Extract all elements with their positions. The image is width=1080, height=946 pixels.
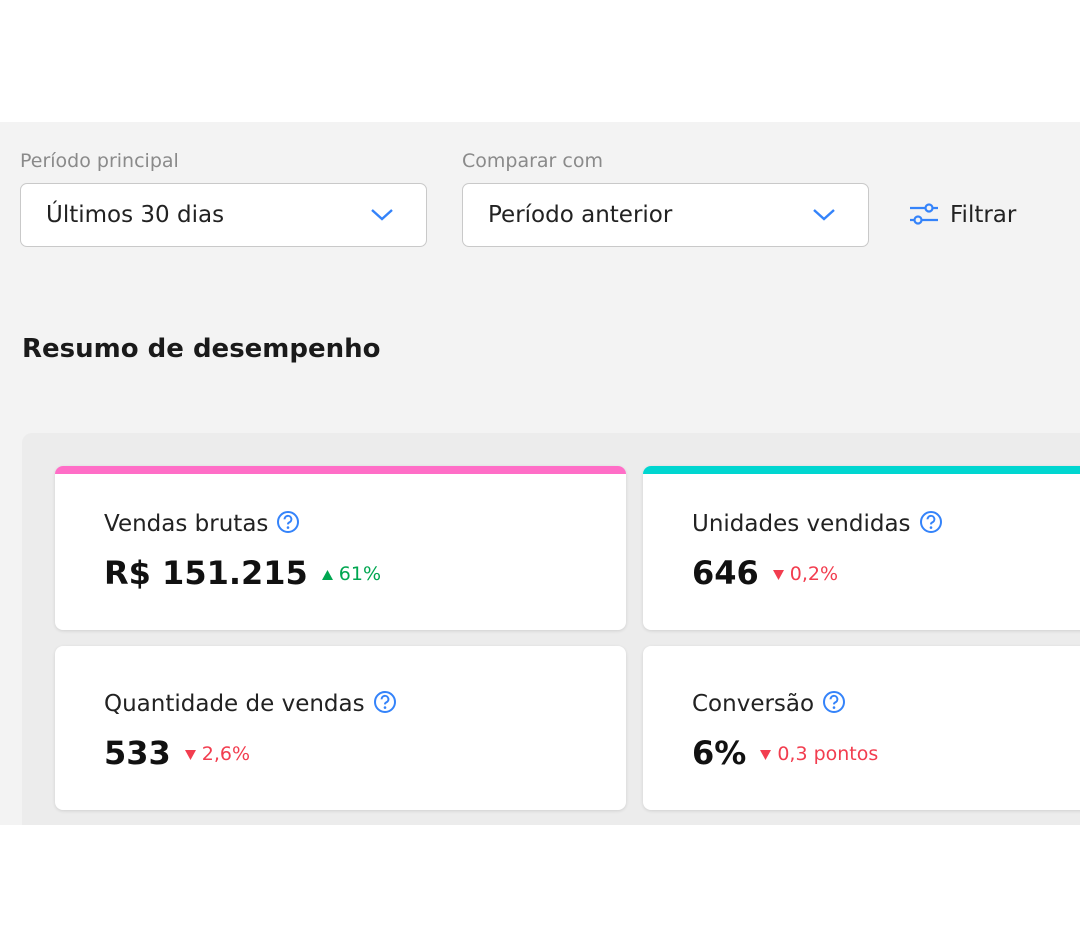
card-value-row: 533 2,6% (104, 734, 250, 772)
card-title-row: Quantidade de vendas (104, 690, 397, 717)
help-icon[interactable] (919, 510, 943, 534)
dropdown[interactable]: Últimos 30 dias (20, 183, 427, 247)
card-change: 61% (321, 563, 382, 585)
chevron (813, 209, 835, 221)
trend-down (760, 750, 772, 760)
metric-card: Quantidade de vendas 533 2,6% (55, 646, 626, 810)
card-value: 6% (692, 734, 747, 772)
card-value-row: 646 0,2% (692, 554, 838, 592)
card-value: 533 (104, 734, 171, 772)
card-change: 0,3 pontos (760, 743, 878, 765)
card-title-row: Vendas brutas (104, 510, 300, 537)
dropdown[interactable]: Período anterior (462, 183, 869, 247)
card-value: R$ 151.215 (104, 554, 308, 592)
card-title-row: Conversão (692, 690, 846, 717)
accent-bar (55, 466, 626, 474)
change-text: 2,6% (201, 743, 251, 765)
filter-label: Filtrar (950, 202, 1017, 228)
card-title-row: Unidades vendidas (692, 510, 943, 537)
change-text: 61% (338, 563, 382, 585)
trend-up (321, 570, 333, 580)
help-icon[interactable] (373, 690, 397, 714)
chevron (371, 209, 393, 221)
change-text: 0,3 pontos (777, 743, 879, 765)
card-change: 0,2% (772, 563, 839, 585)
trend-down (772, 570, 784, 580)
card-change: 2,6% (184, 743, 251, 765)
metric-card: Vendas brutas R$ 151.215 61% (55, 466, 626, 630)
metric-card: Conversão 6% 0,3 pontos (643, 646, 1080, 810)
help-icon[interactable] (822, 690, 846, 714)
label: Comparar com (462, 150, 603, 172)
card-title: Quantidade de vendas (104, 691, 365, 717)
label: Período principal (20, 150, 179, 172)
help-icon[interactable] (276, 510, 300, 534)
card-title: Conversão (692, 691, 815, 717)
accent-bar (643, 466, 1080, 474)
section-title: Resumo de desempenho (22, 334, 381, 364)
card-value-row: R$ 151.215 61% (104, 554, 381, 592)
filter-icon (910, 203, 938, 225)
card-value-row: 6% 0,3 pontos (692, 734, 878, 772)
card-value: 646 (692, 554, 759, 592)
filter-area: Período principal Últimos 30 dias Compar… (0, 122, 1080, 825)
dropdown-value: Período anterior (488, 202, 673, 228)
change-text: 0,2% (789, 563, 839, 585)
filter-button[interactable]: Filtrar (908, 202, 1016, 228)
metric-card: Unidades vendidas 646 0,2% (643, 466, 1080, 630)
card-title: Vendas brutas (104, 511, 269, 537)
card-title: Unidades vendidas (692, 511, 911, 537)
trend-down (184, 750, 196, 760)
card-panel: Vendas brutas R$ 151.215 61% Unidades vendi… (22, 433, 1080, 825)
dropdown-value: Últimos 30 dias (46, 202, 225, 228)
